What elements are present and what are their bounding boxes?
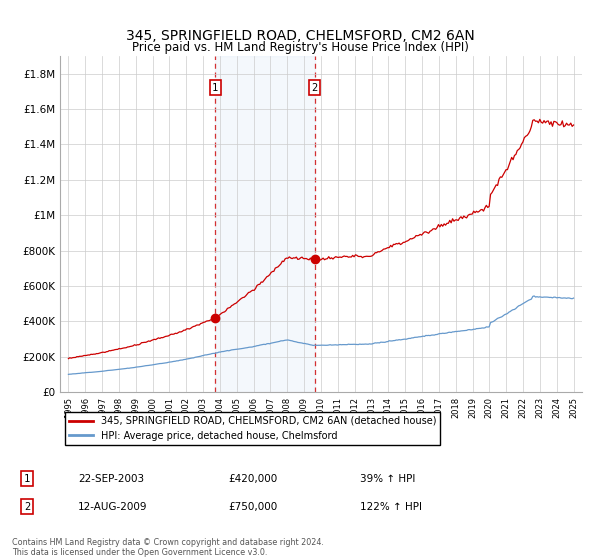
Text: £420,000: £420,000: [228, 474, 277, 484]
Text: 12-AUG-2009: 12-AUG-2009: [78, 502, 148, 512]
Text: £750,000: £750,000: [228, 502, 277, 512]
Text: 345, SPRINGFIELD ROAD, CHELMSFORD, CM2 6AN: 345, SPRINGFIELD ROAD, CHELMSFORD, CM2 6…: [125, 29, 475, 44]
Bar: [215, 56, 314, 392]
Legend: 345, SPRINGFIELD ROAD, CHELMSFORD, CM2 6AN (detached house), HPI: Average price,: 345, SPRINGFIELD ROAD, CHELMSFORD, CM2 6…: [65, 412, 440, 445]
Text: 39% ↑ HPI: 39% ↑ HPI: [360, 474, 415, 484]
Text: Contains HM Land Registry data © Crown copyright and database right 2024.
This d: Contains HM Land Registry data © Crown c…: [12, 538, 324, 557]
Text: 1: 1: [212, 83, 218, 93]
Text: 22-SEP-2003: 22-SEP-2003: [78, 474, 144, 484]
Text: 2: 2: [24, 502, 30, 512]
Text: 2: 2: [311, 83, 318, 93]
Text: 122% ↑ HPI: 122% ↑ HPI: [360, 502, 422, 512]
Text: 1: 1: [24, 474, 30, 484]
Text: Price paid vs. HM Land Registry's House Price Index (HPI): Price paid vs. HM Land Registry's House …: [131, 41, 469, 54]
